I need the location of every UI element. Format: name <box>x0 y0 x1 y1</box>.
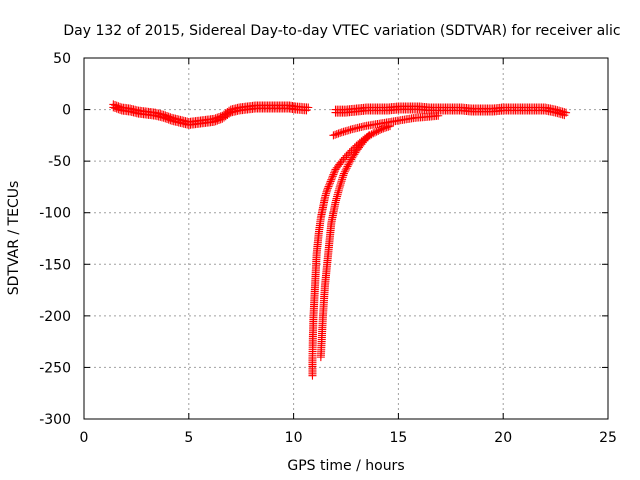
data-point <box>209 117 218 126</box>
data-point <box>369 129 378 138</box>
y-tick-label: -100 <box>39 206 71 222</box>
y-tick-label: 0 <box>62 103 71 119</box>
y-tick-label: -50 <box>48 154 71 170</box>
data-point <box>216 115 225 124</box>
y-tick-label: -150 <box>39 257 71 273</box>
data-point <box>336 179 345 188</box>
data-point <box>330 168 339 177</box>
data-point <box>304 103 313 112</box>
data-point <box>341 165 350 174</box>
data-point <box>323 184 332 193</box>
y-tick-label: -250 <box>39 360 71 376</box>
data-point <box>370 128 379 137</box>
data-point <box>325 179 334 188</box>
x-axis-label: GPS time / hours <box>287 458 404 474</box>
data-point <box>329 131 338 140</box>
data-point <box>323 186 332 195</box>
data-point <box>349 151 358 160</box>
data-point <box>375 125 384 134</box>
data-point <box>327 175 336 184</box>
data-point <box>214 115 223 124</box>
data-point <box>334 129 343 138</box>
y-tick-label: -200 <box>39 309 71 325</box>
data-point <box>347 155 356 164</box>
data-point <box>211 117 220 126</box>
data-point <box>377 125 386 134</box>
data-point <box>326 177 335 186</box>
x-tick-label: 10 <box>285 430 303 446</box>
data-point <box>372 127 381 136</box>
data-point <box>325 180 334 189</box>
data-point <box>330 167 339 176</box>
data-point <box>331 130 340 139</box>
data-point <box>345 158 354 167</box>
y-tick-label: -300 <box>39 412 71 428</box>
y-axis-label: SDTVAR / TECUs <box>6 181 22 296</box>
data-point <box>332 130 341 139</box>
y-tick-label: 50 <box>53 51 71 67</box>
x-tick-label: 15 <box>389 430 407 446</box>
data-point <box>348 153 357 162</box>
data-point <box>338 173 347 182</box>
x-tick-label: 5 <box>184 430 193 446</box>
data-point <box>342 164 351 173</box>
x-ticks: 0 5 10 15 20 25 <box>80 58 617 446</box>
data-point <box>363 133 372 142</box>
data-point <box>335 182 344 191</box>
data-point <box>562 108 571 117</box>
data-point <box>328 172 337 181</box>
data-point <box>339 169 348 178</box>
data-point <box>365 131 374 140</box>
data-point <box>342 151 351 160</box>
data-point <box>338 175 347 184</box>
plot-frame <box>83 57 609 420</box>
chart-title: Day 132 of 2015, Sidereal Day-to-day VTE… <box>63 23 620 39</box>
data-point <box>343 162 352 171</box>
data-points <box>109 100 571 380</box>
data-point <box>339 171 348 180</box>
data-point <box>336 128 345 137</box>
data-point <box>225 109 234 118</box>
data-point <box>346 157 355 166</box>
data-point <box>350 150 359 159</box>
x-tick-label: 20 <box>494 430 512 446</box>
data-point <box>374 126 383 135</box>
data-point <box>434 111 443 120</box>
data-point <box>213 116 222 125</box>
data-point <box>336 181 345 190</box>
data-point <box>340 167 349 176</box>
x-tick-label: 0 <box>80 430 89 446</box>
data-point <box>324 182 333 191</box>
x-tick-label: 25 <box>599 430 617 446</box>
data-point <box>337 177 346 186</box>
data-point <box>329 170 338 179</box>
y-ticks: 50 0 -50 -100 -150 -200 -250 -300 <box>39 51 608 428</box>
data-point <box>328 173 337 182</box>
data-point <box>344 160 353 169</box>
